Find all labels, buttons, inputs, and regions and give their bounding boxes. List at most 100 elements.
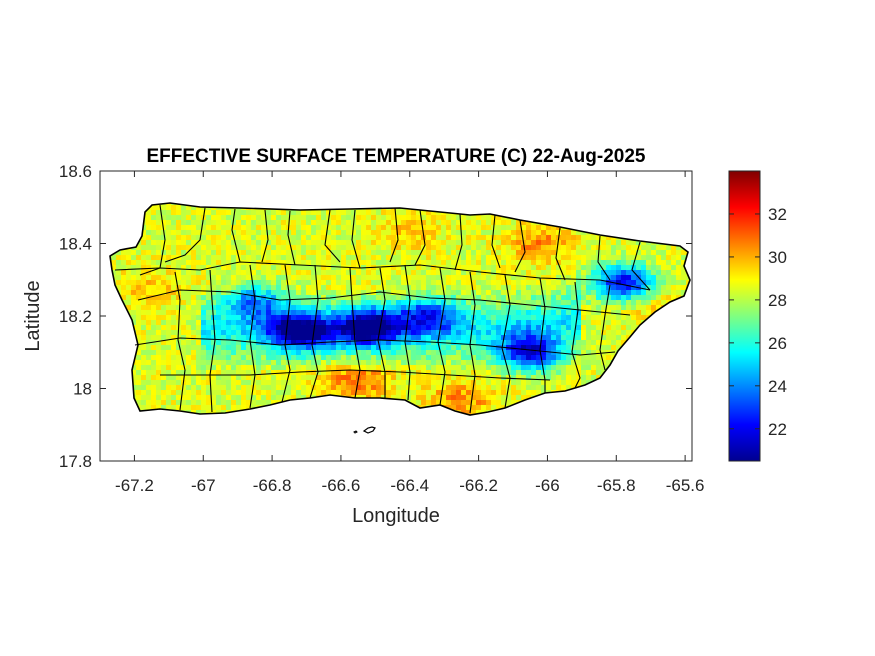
- heatmap-cell: [316, 285, 322, 291]
- heatmap-cell: [346, 255, 352, 261]
- heatmap-cell: [386, 260, 392, 266]
- heatmap-cell: [236, 290, 242, 296]
- heatmap-cell: [471, 240, 477, 246]
- heatmap-cell: [481, 320, 487, 326]
- heatmap-cell: [491, 280, 497, 286]
- heatmap-cell: [136, 305, 142, 311]
- heatmap-cell: [511, 345, 517, 351]
- heatmap-cell: [351, 340, 357, 346]
- heatmap-cell: [381, 355, 387, 361]
- heatmap-cell: [581, 280, 587, 286]
- heatmap-cell: [571, 260, 577, 266]
- heatmap-cell: [266, 235, 272, 241]
- heatmap-cell: [351, 310, 357, 316]
- heatmap-cell: [331, 250, 337, 256]
- heatmap-cell: [436, 285, 442, 291]
- heatmap-cell: [446, 385, 452, 391]
- heatmap-cell: [601, 255, 607, 261]
- heatmap-cell: [401, 250, 407, 256]
- heatmap-cell: [566, 385, 572, 391]
- heatmap-cell: [501, 320, 507, 326]
- heatmap-cell: [221, 270, 227, 276]
- heatmap-cell: [206, 395, 212, 401]
- heatmap-cell: [146, 305, 152, 311]
- heatmap-cell: [146, 330, 152, 336]
- heatmap-cell: [586, 275, 592, 281]
- heatmap-cell: [326, 320, 332, 326]
- heatmap-cell: [536, 235, 542, 241]
- heatmap-cell: [186, 300, 192, 306]
- heatmap-cell: [201, 335, 207, 341]
- heatmap-cell: [471, 280, 477, 286]
- heatmap-cell: [671, 250, 677, 256]
- heatmap-cell: [471, 215, 477, 221]
- heatmap-cell: [191, 330, 197, 336]
- heatmap-cell: [576, 240, 582, 246]
- heatmap-cell: [431, 210, 437, 216]
- heatmap-cell: [381, 265, 387, 271]
- heatmap-cell: [156, 350, 162, 356]
- heatmap-cell: [321, 285, 327, 291]
- heatmap-cell: [471, 255, 477, 261]
- heatmap-cell: [516, 370, 522, 376]
- heatmap-cell: [176, 255, 182, 261]
- heatmap-cell: [316, 250, 322, 256]
- heatmap-cell: [301, 350, 307, 356]
- heatmap-cell: [586, 245, 592, 251]
- heatmap-cell: [196, 205, 202, 211]
- heatmap-cell: [256, 370, 262, 376]
- heatmap-cell: [321, 290, 327, 296]
- heatmap-cell: [576, 255, 582, 261]
- heatmap-cell: [196, 360, 202, 366]
- heatmap-cell: [536, 390, 542, 396]
- heatmap-cell: [356, 245, 362, 251]
- heatmap-cell: [616, 270, 622, 276]
- heatmap-cell: [206, 215, 212, 221]
- heatmap-cell: [446, 345, 452, 351]
- heatmap-cell: [221, 300, 227, 306]
- heatmap-cell: [451, 330, 457, 336]
- heatmap-cell: [566, 290, 572, 296]
- heatmap-cell: [246, 395, 252, 401]
- heatmap-cell: [506, 245, 512, 251]
- heatmap-cell: [236, 230, 242, 236]
- heatmap-cell: [626, 270, 632, 276]
- heatmap-cell: [396, 250, 402, 256]
- heatmap-cell: [161, 220, 167, 226]
- heatmap-cell: [301, 340, 307, 346]
- heatmap-cell: [281, 240, 287, 246]
- heatmap-cell: [461, 245, 467, 251]
- heatmap-cell: [566, 350, 572, 356]
- heatmap-cell: [431, 285, 437, 291]
- heatmap-cell: [641, 315, 647, 321]
- heatmap-cell: [421, 285, 427, 291]
- heatmap-cell: [441, 400, 447, 406]
- heatmap-cell: [281, 280, 287, 286]
- heatmap-cell: [556, 260, 562, 266]
- heatmap-cell: [261, 375, 267, 381]
- heatmap-cell: [356, 255, 362, 261]
- heatmap-cell: [656, 285, 662, 291]
- heatmap-cell: [581, 330, 587, 336]
- heatmap-cell: [281, 310, 287, 316]
- heatmap-cell: [476, 350, 482, 356]
- heatmap-cell: [531, 225, 537, 231]
- heatmap-cell: [406, 345, 412, 351]
- heatmap-cell: [616, 300, 622, 306]
- heatmap-cell: [526, 275, 532, 281]
- heatmap-cell: [611, 335, 617, 341]
- heatmap-cell: [496, 335, 502, 341]
- heatmap-cell: [631, 245, 637, 251]
- heatmap-cell: [371, 355, 377, 361]
- heatmap-cell: [511, 250, 517, 256]
- heatmap-cell: [191, 275, 197, 281]
- heatmap-cell: [276, 385, 282, 391]
- heatmap-cell: [306, 215, 312, 221]
- heatmap-cell: [216, 395, 222, 401]
- heatmap-cell: [271, 350, 277, 356]
- heatmap-cell: [376, 360, 382, 366]
- heatmap-cell: [236, 275, 242, 281]
- heatmap-cell: [221, 245, 227, 251]
- heatmap-cell: [131, 270, 137, 276]
- heatmap-cell: [201, 220, 207, 226]
